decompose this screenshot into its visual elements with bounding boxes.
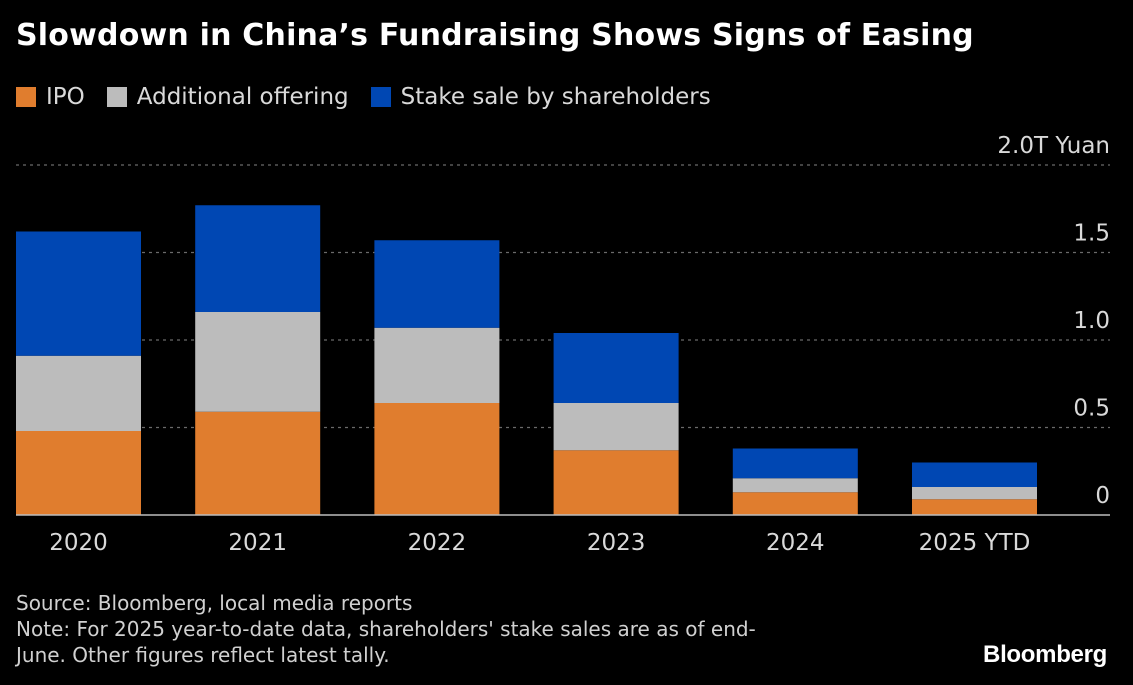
- legend-label-stake-sale: Stake sale by shareholders: [400, 84, 711, 110]
- source-text: Source: Bloomberg, local media reports: [16, 591, 413, 615]
- x-tick-label-2024: 2024: [766, 530, 825, 556]
- bar-2023-additional-offering: [553, 403, 679, 451]
- y-tick-label-2: 1.0: [1073, 308, 1110, 334]
- bar-2022-stake-sale-by-shareholders: [374, 240, 500, 328]
- legend-label-ipo: IPO: [46, 84, 85, 110]
- bar-2024-ipo: [732, 492, 858, 515]
- legend-item-stake-sale: Stake sale by shareholders: [370, 84, 711, 110]
- bar-2024-stake-sale-by-shareholders: [732, 448, 858, 479]
- y-tick-label-1: 0.5: [1073, 396, 1110, 422]
- bar-2021-ipo: [195, 411, 321, 515]
- bar-2023-stake-sale-by-shareholders: [553, 333, 679, 403]
- legend-label-additional-offering: Additional offering: [136, 84, 349, 110]
- x-tick-label-2022: 2022: [408, 530, 467, 556]
- bar-2025-ytd-ipo: [912, 499, 1037, 515]
- bar-2024-additional-offering: [732, 478, 858, 493]
- bloomberg-logo: Bloomberg: [983, 641, 1107, 668]
- x-tick-label-2020: 2020: [49, 530, 108, 556]
- x-tick-label-2025-ytd: 2025 YTD: [919, 530, 1031, 556]
- bar-2020-additional-offering: [16, 355, 141, 431]
- legend-swatch-stake-sale: [370, 87, 391, 107]
- bar-2020-ipo: [16, 431, 141, 515]
- bar-2022-additional-offering: [374, 327, 500, 403]
- bar-2021-additional-offering: [195, 312, 321, 412]
- bar-2022-ipo: [374, 403, 500, 515]
- legend-swatch-ipo: [16, 87, 36, 107]
- legend-item-ipo: IPO: [16, 84, 85, 110]
- x-tick-label-2023: 2023: [587, 530, 646, 556]
- note-line-1: Note: For 2025 year-to-date data, shareh…: [16, 617, 756, 641]
- y-tick-label-3: 1.5: [1073, 221, 1110, 247]
- bar-2025-ytd-additional-offering: [912, 487, 1037, 500]
- x-tick-label-2021: 2021: [228, 530, 287, 556]
- y-tick-label-4: 2.0T Yuan: [997, 133, 1110, 159]
- y-tick-label-0: 0: [1095, 483, 1110, 509]
- bar-2020-stake-sale-by-shareholders: [16, 231, 141, 356]
- legend-swatch-additional-offering: [106, 87, 127, 107]
- legend: IPO Additional offering Stake sale by sh…: [16, 84, 733, 110]
- bar-2023-ipo: [553, 450, 679, 515]
- bar-2025-ytd-stake-sale-by-shareholders: [912, 462, 1037, 487]
- legend-item-additional-offering: Additional offering: [106, 84, 349, 110]
- bar-2021-stake-sale-by-shareholders: [195, 205, 321, 312]
- footer: Source: Bloomberg, local media reports N…: [16, 590, 756, 668]
- note-line-2: June. Other figures reflect latest tally…: [16, 643, 390, 667]
- chart-title: Slowdown in China’s Fundraising Shows Si…: [16, 18, 974, 53]
